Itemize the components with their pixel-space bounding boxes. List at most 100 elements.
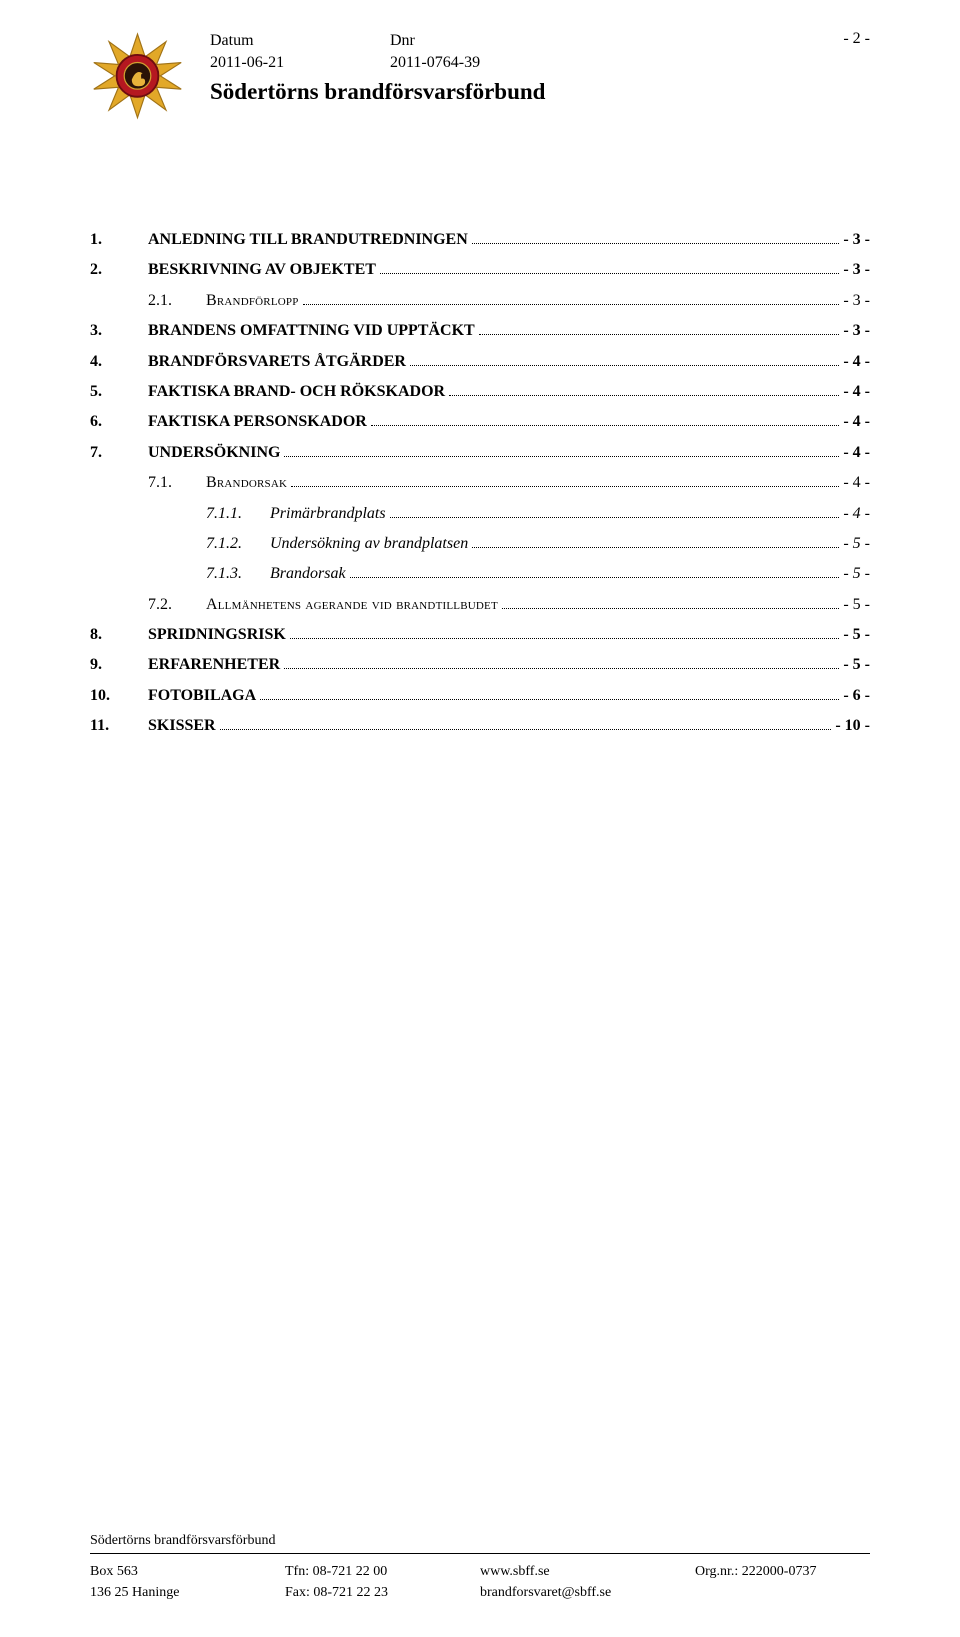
toc-page: - 4 - [843,407,870,437]
footer-orgnr-value: Org.nr.: 222000-0737 [695,1562,870,1582]
toc-label: UNDERSÖKNING [148,438,280,468]
toc-entry: 7.1.Brandorsak - 4 - [90,468,870,498]
toc-number: 2.1. [148,286,206,316]
toc-page: - 5 - [843,529,870,559]
footer-web: www.sbff.se brandforsvaret@sbff.se [480,1562,695,1603]
toc-entry: 11.SKISSER - 10 - [90,711,870,741]
toc-entry: 8.SPRIDNINGSRISK- 5 - [90,620,870,650]
toc-number: 1. [90,225,148,255]
toc-entry: 5.FAKTISKA BRAND- OCH RÖKSKADOR - 4 - [90,377,870,407]
toc-leader-dots [371,425,839,426]
toc-page: - 6 - [843,681,870,711]
toc-number: 2. [90,255,148,285]
toc-entry: 4.BRANDFÖRSVARETS ÅTGÄRDER - 4 - [90,347,870,377]
footer-phone: Tfn: 08-721 22 00 Fax: 08-721 22 23 [285,1562,480,1603]
datum-value: 2011-06-21 [210,52,390,74]
header: Datum Dnr 2011-06-21 2011-0764-39 Södert… [90,30,870,135]
toc-label: ANLEDNING TILL BRANDUTREDNINGEN [148,225,468,255]
page-number: - 2 - [843,30,870,48]
toc-page: - 5 - [843,559,870,589]
toc-number: 4. [90,347,148,377]
toc-entry: 7.1.3.Brandorsak - 5 - [90,559,870,589]
toc-entry: 2.1.Brandförlopp - 3 - [90,286,870,316]
footer-tfn: Tfn: 08-721 22 00 [285,1562,480,1582]
toc-label: BRANDENS OMFATTNING VID UPPTÄCKT [148,316,475,346]
table-of-contents: 1.ANLEDNING TILL BRANDUTREDNINGEN- 3 -2.… [90,225,870,742]
org-title: Södertörns brandförsvarsförbund [210,79,870,105]
toc-page: - 4 - [843,468,870,498]
footer-orgnr: Org.nr.: 222000-0737 [695,1562,870,1603]
toc-leader-dots [260,699,839,700]
toc-page: - 3 - [843,255,870,285]
toc-entry: 7.UNDERSÖKNING - 4 - [90,438,870,468]
toc-label: Undersökning av brandplatsen [270,529,468,559]
footer-fax: Fax: 08-721 22 23 [285,1583,480,1603]
toc-leader-dots [290,638,840,639]
toc-number: 10. [90,681,148,711]
toc-label: ERFARENHETER [148,650,280,680]
toc-leader-dots [350,577,840,578]
toc-entry: 6.FAKTISKA PERSONSKADOR - 4 - [90,407,870,437]
toc-number: 7.2. [148,590,206,620]
toc-page: - 3 - [843,286,870,316]
footer-columns: Box 563 136 25 Haninge Tfn: 08-721 22 00… [90,1562,870,1603]
toc-leader-dots [390,517,840,518]
toc-label: FOTOBILAGA [148,681,256,711]
toc-page: - 5 - [843,650,870,680]
toc-page: - 10 - [835,711,870,741]
toc-page: - 5 - [843,590,870,620]
toc-number: 5. [90,377,148,407]
toc-page: - 4 - [843,377,870,407]
dnr-value: 2011-0764-39 [390,52,570,74]
toc-label: SPRIDNINGSRISK [148,620,286,650]
toc-leader-dots [479,334,840,335]
footer-org: Södertörns brandförsvarsförbund [90,1533,870,1554]
toc-entry: 3.BRANDENS OMFATTNING VID UPPTÄCKT - 3 - [90,316,870,346]
toc-label: Brandorsak [270,559,346,589]
toc-number: 7.1.2. [206,529,270,559]
toc-page: - 4 - [843,347,870,377]
toc-number: 3. [90,316,148,346]
toc-leader-dots [449,395,839,396]
toc-label: Brandorsak [206,468,287,498]
toc-label: FAKTISKA BRAND- OCH RÖKSKADOR [148,377,445,407]
datum-label: Datum [210,30,390,52]
toc-number: 7.1. [148,468,206,498]
toc-number: 11. [90,711,148,741]
toc-page: - 3 - [843,316,870,346]
toc-number: 7.1.3. [206,559,270,589]
toc-entry: 7.1.2.Undersökning av brandplatsen - 5 - [90,529,870,559]
toc-entry: 1.ANLEDNING TILL BRANDUTREDNINGEN- 3 - [90,225,870,255]
footer: Södertörns brandförsvarsförbund Box 563 … [90,1533,870,1603]
toc-number: 9. [90,650,148,680]
toc-leader-dots [303,304,840,305]
toc-entry: 9.ERFARENHETER - 5 - [90,650,870,680]
toc-number: 7. [90,438,148,468]
toc-leader-dots [472,547,839,548]
footer-address: Box 563 136 25 Haninge [90,1562,285,1603]
toc-label: SKISSER [148,711,216,741]
footer-address-line2: 136 25 Haninge [90,1583,285,1603]
toc-number: 6. [90,407,148,437]
toc-number: 8. [90,620,148,650]
toc-number: 7.1.1. [206,499,270,529]
footer-address-line1: Box 563 [90,1562,285,1582]
toc-leader-dots [410,365,839,366]
dnr-label: Dnr [390,30,570,52]
toc-leader-dots [291,486,839,487]
toc-page: - 4 - [843,499,870,529]
toc-label: BRANDFÖRSVARETS ÅTGÄRDER [148,347,406,377]
toc-leader-dots [284,668,839,669]
toc-label: FAKTISKA PERSONSKADOR [148,407,367,437]
toc-entry: 10.FOTOBILAGA - 6 - [90,681,870,711]
header-meta: Datum Dnr 2011-06-21 2011-0764-39 Södert… [210,30,870,105]
toc-label: Primärbrandplats [270,499,386,529]
org-logo [90,30,185,135]
toc-label: Brandförlopp [206,286,299,316]
toc-page: - 4 - [843,438,870,468]
toc-entry: 2.BESKRIVNING AV OBJEKTET- 3 - [90,255,870,285]
toc-leader-dots [472,243,840,244]
toc-label: Allmänhetens agerande vid brandtillbudet [206,590,498,620]
footer-email: brandforsvaret@sbff.se [480,1583,695,1603]
toc-leader-dots [502,608,839,609]
